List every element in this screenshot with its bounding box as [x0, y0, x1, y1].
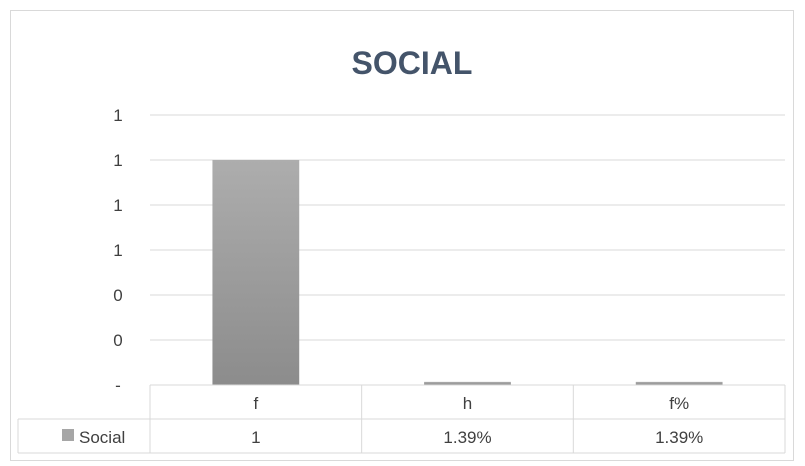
bar	[635, 381, 723, 385]
data-table-value: 1.39%	[443, 428, 491, 447]
series-name: Social	[79, 428, 125, 447]
chart-frame	[10, 10, 794, 461]
bars	[212, 160, 723, 385]
category-label: f	[253, 394, 258, 413]
y-axis-ticks: - 0 0 1 1 1 1	[113, 106, 122, 395]
y-tick-label: 1	[113, 196, 122, 215]
chart-title: SOCIAL	[352, 45, 473, 81]
bar	[424, 381, 511, 385]
data-table-value: 1.39%	[655, 428, 703, 447]
y-tick-label: 1	[113, 106, 122, 125]
y-tick-label: 0	[113, 286, 122, 305]
data-table-value: 1	[251, 428, 260, 447]
category-label: f%	[669, 394, 689, 413]
y-tick-label: -	[115, 376, 121, 395]
legend-key	[62, 429, 74, 441]
data-table: f h f% Social 1 1.39% 1.39%	[17, 384, 786, 454]
y-tick-label: 1	[113, 241, 122, 260]
y-tick-label: 0	[113, 331, 122, 350]
bar	[212, 160, 300, 385]
y-tick-label: 1	[113, 151, 122, 170]
category-label: h	[463, 394, 472, 413]
